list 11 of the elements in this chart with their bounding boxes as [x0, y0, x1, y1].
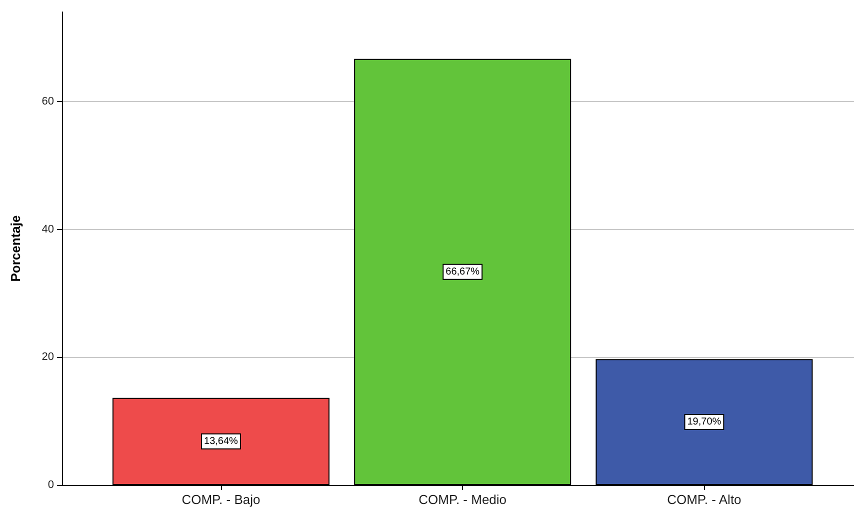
y-tick-label: 20 [42, 351, 54, 364]
data-label: 19,70% [687, 416, 722, 428]
y-tick-label: 40 [42, 223, 54, 236]
y-axis-title: Porcentaje [8, 215, 23, 282]
data-label: 13,64% [204, 436, 238, 447]
y-tick-label: 60 [42, 95, 54, 108]
x-tick-label: COMP. - Medio [418, 492, 507, 507]
x-tick-label: COMP. - Bajo [182, 492, 260, 507]
x-tick-label: COMP. - Alto [667, 492, 742, 507]
data-label: 66,67% [446, 266, 480, 278]
y-tick-label: 0 [48, 479, 54, 491]
